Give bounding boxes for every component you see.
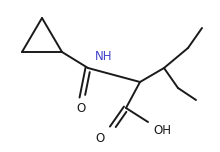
Text: O: O	[76, 102, 86, 114]
Text: O: O	[95, 131, 105, 145]
Text: NH: NH	[95, 50, 113, 62]
Text: OH: OH	[153, 123, 171, 136]
